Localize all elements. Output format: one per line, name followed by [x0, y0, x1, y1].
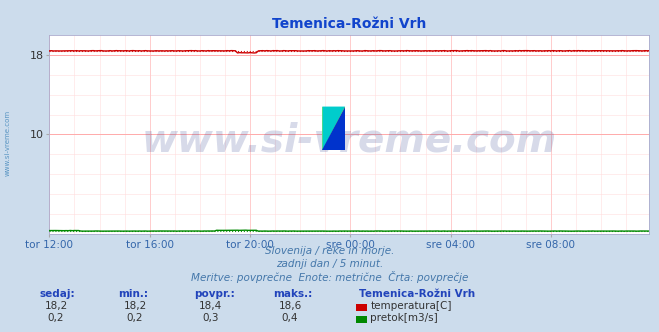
Bar	[322, 107, 345, 150]
Text: zadnji dan / 5 minut.: zadnji dan / 5 minut.	[276, 259, 383, 269]
Text: sedaj:: sedaj:	[40, 289, 75, 299]
Polygon shape	[322, 107, 345, 150]
Text: 18,2: 18,2	[44, 301, 68, 311]
Text: 0,2: 0,2	[127, 313, 144, 323]
Text: www.si-vreme.com: www.si-vreme.com	[5, 110, 11, 176]
Text: 18,2: 18,2	[123, 301, 147, 311]
Text: 0,2: 0,2	[47, 313, 65, 323]
Text: Slovenija / reke in morje.: Slovenija / reke in morje.	[265, 246, 394, 256]
Text: www.si-vreme.com: www.si-vreme.com	[142, 122, 557, 159]
Polygon shape	[322, 107, 345, 150]
Text: temperatura[C]: temperatura[C]	[370, 301, 452, 311]
Text: 0,4: 0,4	[281, 313, 299, 323]
Text: 18,4: 18,4	[199, 301, 223, 311]
Text: Temenica-Rožni Vrh: Temenica-Rožni Vrh	[359, 289, 475, 299]
Text: Meritve: povprečne  Enote: metrične  Črta: povprečje: Meritve: povprečne Enote: metrične Črta:…	[191, 271, 468, 283]
Text: maks.:: maks.:	[273, 289, 313, 299]
Text: pretok[m3/s]: pretok[m3/s]	[370, 313, 438, 323]
Text: 18,6: 18,6	[278, 301, 302, 311]
Text: 0,3: 0,3	[202, 313, 219, 323]
Text: povpr.:: povpr.:	[194, 289, 235, 299]
Title: Temenica-Rožni Vrh: Temenica-Rožni Vrh	[272, 17, 426, 31]
Text: min.:: min.:	[119, 289, 149, 299]
